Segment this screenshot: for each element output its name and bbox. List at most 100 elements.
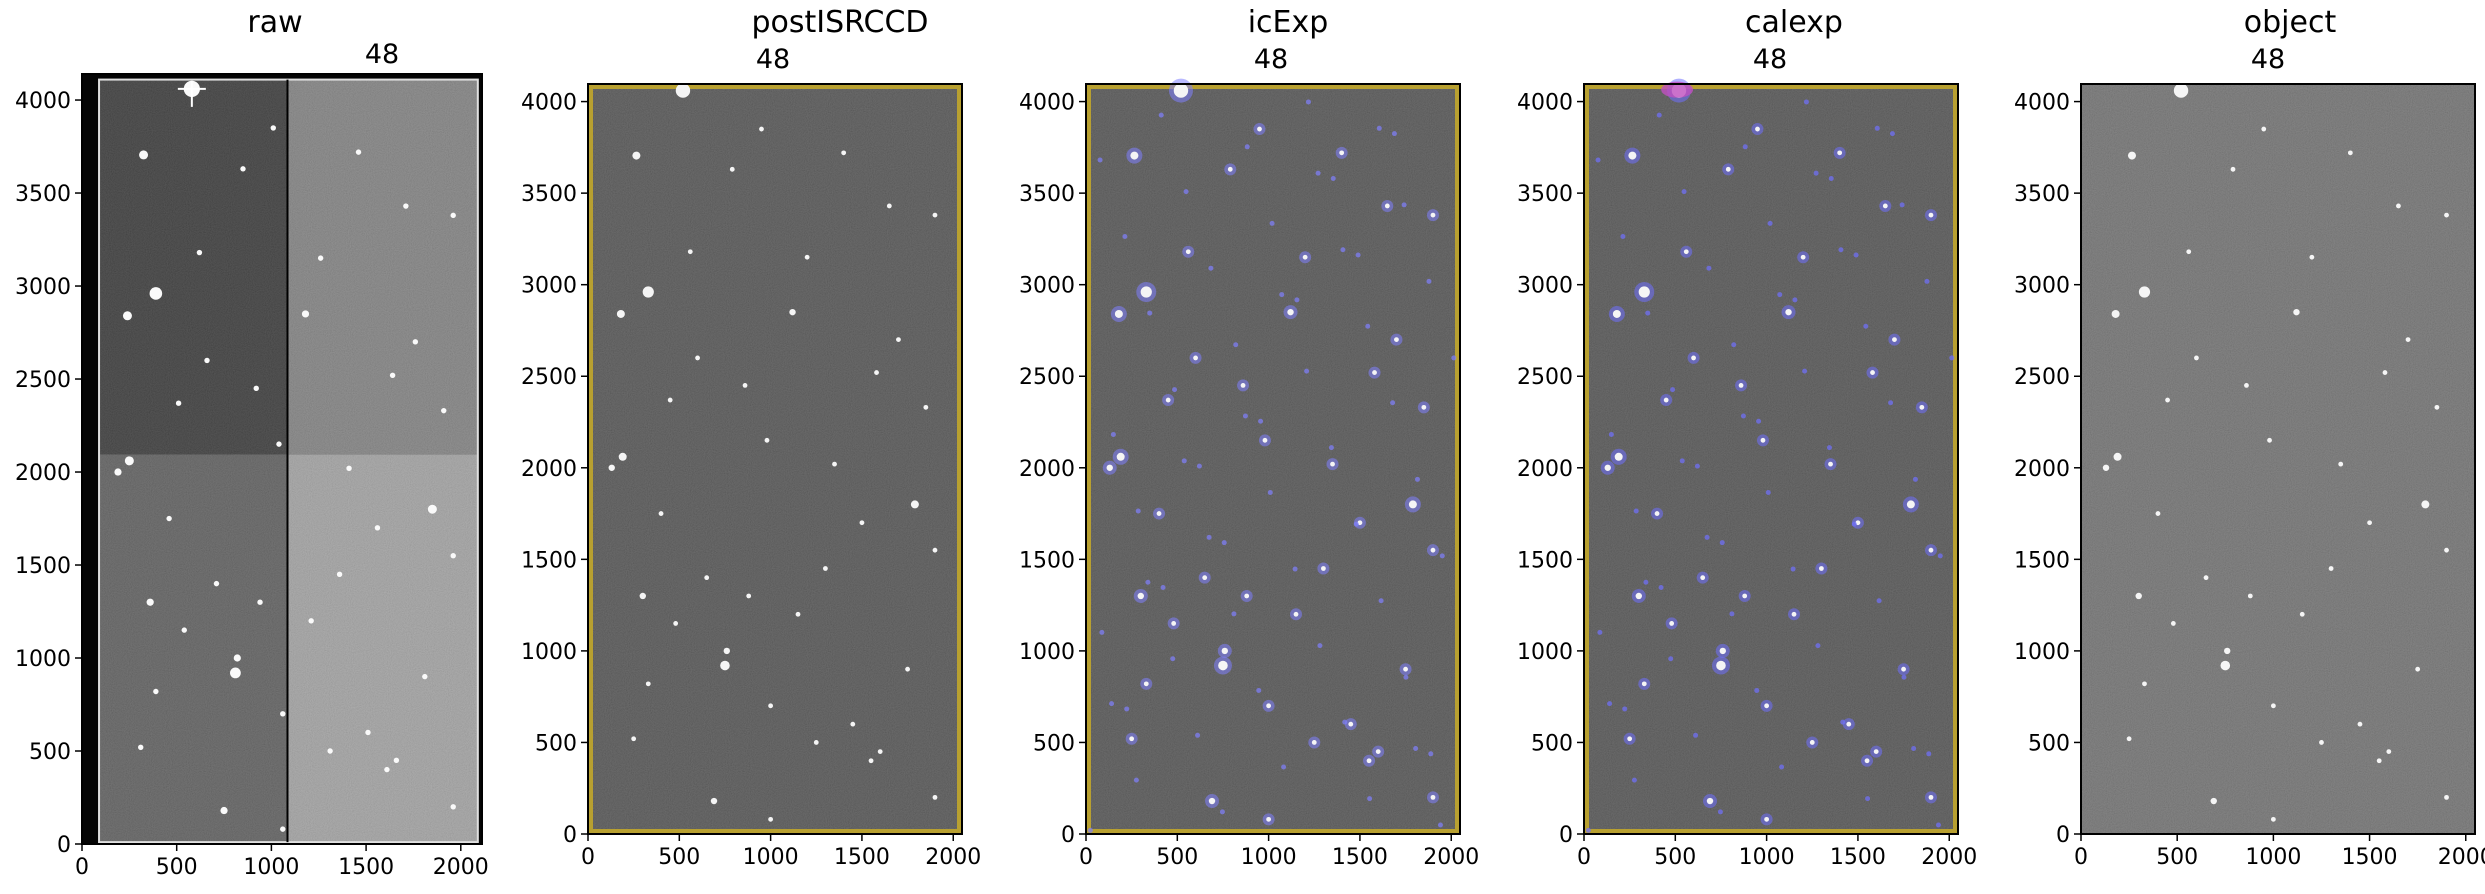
y-tick-label: 2000 <box>521 457 577 482</box>
star <box>1683 249 1689 255</box>
detection-mask <box>1926 751 1932 757</box>
detection-mask <box>1342 719 1348 725</box>
detection-mask <box>1790 566 1796 572</box>
detection-mask <box>1109 701 1115 707</box>
star <box>1614 452 1623 461</box>
star <box>2434 404 2440 410</box>
star <box>667 397 673 403</box>
y-tick-label: 2000 <box>1517 457 1573 482</box>
star <box>1156 511 1162 516</box>
star <box>1116 452 1125 461</box>
star <box>393 757 400 764</box>
star <box>2367 520 2372 526</box>
star <box>1627 736 1633 742</box>
detection-mask <box>1935 822 1941 828</box>
detection-mask <box>1294 297 1300 303</box>
star <box>673 621 679 626</box>
star <box>233 654 241 662</box>
y-tick-label: 0 <box>1559 823 1573 848</box>
star <box>720 660 730 671</box>
detection-mask <box>1258 418 1264 424</box>
star <box>427 504 437 514</box>
star <box>2328 566 2334 571</box>
star <box>1864 758 1870 764</box>
star <box>270 125 276 131</box>
detection-mask <box>1133 777 1139 783</box>
star <box>1764 703 1770 709</box>
star <box>1143 681 1149 687</box>
star <box>2126 736 2132 742</box>
star <box>1809 740 1815 745</box>
star <box>1663 397 1669 403</box>
star <box>2102 464 2110 471</box>
star <box>2376 758 2382 764</box>
star <box>1266 703 1272 709</box>
star <box>308 618 314 624</box>
star <box>346 465 352 471</box>
star <box>2230 166 2236 172</box>
star <box>1218 660 1228 671</box>
panel-subtitle: 48 <box>2251 44 2285 75</box>
detection-mask <box>1244 144 1250 150</box>
detection-mask <box>1413 745 1419 751</box>
star <box>910 500 919 509</box>
star <box>2338 461 2344 467</box>
detection-mask <box>1679 458 1685 464</box>
star <box>138 744 144 750</box>
detection-mask <box>1853 252 1859 258</box>
x-tick-label: 0 <box>2074 845 2088 870</box>
star <box>317 255 324 261</box>
panel-calexp: calexp 48 0 500 1000 1500 2000 0 500 1000 1500 20… <box>1517 5 1977 870</box>
y-tick-label: 0 <box>2056 823 2070 848</box>
star <box>658 511 664 516</box>
y-tick-label: 1500 <box>521 548 577 573</box>
detection-mask <box>1160 585 1166 591</box>
x-tick-label: 1000 <box>243 855 299 880</box>
detection-mask <box>1704 534 1710 540</box>
x-tick-label: 1500 <box>834 845 890 870</box>
star <box>1870 370 1875 375</box>
star <box>2444 212 2449 218</box>
star <box>1384 203 1390 209</box>
star <box>146 598 154 606</box>
plot-area-calexp: 0 500 1000 1500 2000 0 500 1000 1500 2000 2500 3000… <box>1517 78 1977 870</box>
star <box>2396 203 2401 209</box>
panel-title: postISRCCD <box>751 5 928 40</box>
star <box>877 749 883 755</box>
detection-mask <box>1355 252 1361 258</box>
star <box>1928 212 1934 218</box>
detection-mask <box>1888 400 1894 406</box>
star <box>631 736 637 742</box>
star <box>1635 592 1642 600</box>
star <box>327 748 333 754</box>
star <box>153 688 159 695</box>
star <box>2261 126 2267 132</box>
detection-mask <box>1731 342 1737 348</box>
x-tick-label: 0 <box>581 845 595 870</box>
star <box>932 794 938 800</box>
detection-mask <box>1803 99 1809 105</box>
star <box>1140 286 1152 298</box>
star <box>450 212 456 219</box>
x-tick-label: 2000 <box>925 845 981 870</box>
star <box>874 370 879 375</box>
star <box>608 464 615 471</box>
detection-mask <box>1279 292 1285 298</box>
detection-mask <box>1779 764 1785 770</box>
star <box>1408 500 1417 509</box>
star <box>823 566 828 571</box>
star <box>1628 151 1637 160</box>
detection-mask <box>1756 418 1762 424</box>
x-tick-label: 1000 <box>1739 845 1795 870</box>
y-tick-label: 2500 <box>1019 365 1075 390</box>
detection-mask <box>1633 508 1639 514</box>
star <box>1321 566 1326 571</box>
detection-mask <box>1401 202 1407 208</box>
star <box>2170 621 2176 626</box>
plot-area-postisrccd: 0 500 1000 1500 2000 0 500 1000 1500 2000 2500 3000… <box>521 83 981 870</box>
star <box>1882 203 1888 209</box>
detection-mask <box>1792 297 1798 303</box>
saturated-mask <box>1661 81 1694 98</box>
star <box>695 355 700 361</box>
panel-title: raw <box>247 5 302 40</box>
